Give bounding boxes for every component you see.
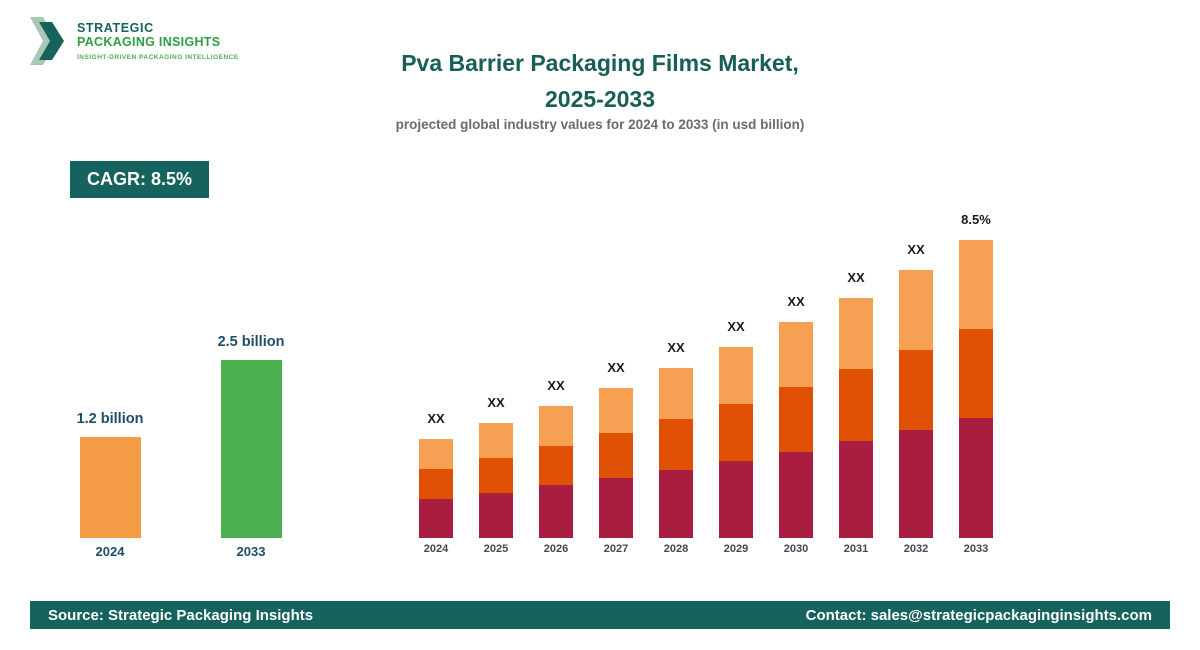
bar-year-label-2025: 2025 <box>483 543 509 555</box>
bar-column-2033: 8.5% 2033 <box>959 198 993 555</box>
segment-middle <box>599 433 633 478</box>
segment-top <box>479 423 513 458</box>
bar-year-label-2027: 2027 <box>603 543 629 555</box>
bar-stack-2029 <box>719 347 753 538</box>
segment-middle <box>479 458 513 493</box>
bar-value-label-2026: XX <box>547 378 565 393</box>
bar-column-2029: XX 2029 <box>719 198 753 555</box>
segment-middle <box>539 446 573 485</box>
segment-bottom <box>599 478 633 538</box>
page-title-line1: Pva Barrier Packaging Films Market, <box>401 50 799 76</box>
segment-bottom <box>779 452 813 538</box>
bar-year-label-2029: 2029 <box>723 543 749 555</box>
bar-column-2024: XX 2024 <box>419 198 453 555</box>
page-title: Pva Barrier Packaging Films Market, 2025… <box>200 46 1000 117</box>
bar-value-label-2033: 8.5% <box>961 212 991 227</box>
segment-top <box>659 368 693 419</box>
summary-bar-fill-2024 <box>79 437 141 538</box>
segment-top <box>959 240 993 329</box>
bar-year-label-2024: 2024 <box>423 543 449 555</box>
segment-middle <box>419 469 453 499</box>
bar-stack-2025 <box>479 423 513 538</box>
bar-column-2026: XX 2026 <box>539 198 573 555</box>
bar-value-label-2027: XX <box>607 360 625 375</box>
page-title-line2: 2025-2033 <box>545 85 655 112</box>
bar-stack-2026 <box>539 406 573 538</box>
bar-year-label-2028: 2028 <box>663 543 689 555</box>
segment-middle <box>899 350 933 430</box>
bar-value-label-2024: XX <box>427 411 445 426</box>
segment-bottom <box>659 470 693 538</box>
bar-stack-2024 <box>419 439 453 538</box>
bar-value-label-2029: XX <box>727 319 745 334</box>
bar-column-2027: XX 2027 <box>599 198 633 555</box>
segment-bottom <box>959 418 993 538</box>
bar-stack-2031 <box>839 298 873 538</box>
summary-year-label: 2033 <box>236 544 266 559</box>
stacked-bar-chart: XX 2024 XX 2025 XX 2026 XX 2027 XX 2028 XX 2029 XX 20… <box>419 198 993 555</box>
bar-column-2028: XX 2028 <box>659 198 693 555</box>
logo-text: STRATEGIC PACKAGING INSIGHTS INSIGHT-DRI… <box>77 14 239 61</box>
bar-year-label-2026: 2026 <box>543 543 569 555</box>
segment-bottom <box>479 493 513 538</box>
segment-top <box>599 388 633 433</box>
bar-stack-2028 <box>659 368 693 538</box>
bar-column-2032: XX 2032 <box>899 198 933 555</box>
segment-bottom <box>419 499 453 538</box>
segment-middle <box>719 404 753 461</box>
bar-column-2031: XX 2031 <box>839 198 873 555</box>
logo-line1: STRATEGIC <box>77 21 154 35</box>
logo-tagline: INSIGHT-DRIVEN PACKAGING INTELLIGENCE <box>77 54 239 61</box>
bar-stack-2032 <box>899 270 933 538</box>
cagr-badge: CAGR: 8.5% <box>70 161 210 198</box>
segment-top <box>779 322 813 387</box>
bar-value-label-2032: XX <box>907 242 925 257</box>
segment-top <box>899 270 933 350</box>
summary-bar-fill-2033 <box>220 360 282 538</box>
footer-bar: Source: Strategic Packaging Insights Con… <box>30 601 1170 629</box>
segment-top <box>539 406 573 446</box>
bar-value-label-2030: XX <box>787 294 805 309</box>
bar-value-label-2025: XX <box>487 395 505 410</box>
bar-value-label-2031: XX <box>847 270 865 285</box>
segment-bottom <box>539 485 573 538</box>
bar-column-2025: XX 2025 <box>479 198 513 555</box>
brand-logo: STRATEGIC PACKAGING INSIGHTS INSIGHT-DRI… <box>30 14 239 68</box>
footer-contact: Contact: sales@strategicpackaginginsight… <box>805 606 1152 624</box>
bar-value-label-2028: XX <box>667 340 685 355</box>
bar-year-label-2031: 2031 <box>843 543 869 555</box>
segment-top <box>419 439 453 469</box>
summary-column-2033: 2.5 billion 2033 <box>195 325 307 559</box>
bar-stack-2033 <box>959 240 993 538</box>
logo-chevron-icon <box>30 17 64 65</box>
summary-column-2024: 1.2 billion 2024 <box>54 325 166 559</box>
summary-value-label: 2.5 billion <box>217 334 285 350</box>
segment-bottom <box>719 461 753 538</box>
summary-chart: 1.2 billion 2024 2.5 billion 2033 <box>54 325 307 559</box>
summary-value-label: 1.2 billion <box>76 411 144 427</box>
segment-bottom <box>839 441 873 538</box>
bar-stack-2030 <box>779 322 813 538</box>
segment-bottom <box>899 430 933 538</box>
bar-year-label-2030: 2030 <box>783 543 809 555</box>
segment-middle <box>659 419 693 470</box>
segment-middle <box>959 329 993 418</box>
segment-middle <box>779 387 813 452</box>
footer-source: Source: Strategic Packaging Insights <box>48 606 314 624</box>
bar-stack-2027 <box>599 388 633 538</box>
logo-line2: PACKAGING INSIGHTS <box>77 35 221 49</box>
segment-middle <box>839 369 873 441</box>
bar-year-label-2032: 2032 <box>903 543 929 555</box>
page-subtitle: projected global industry values for 202… <box>395 117 805 132</box>
segment-top <box>719 347 753 404</box>
summary-year-label: 2024 <box>95 544 125 559</box>
segment-top <box>839 298 873 369</box>
bar-year-label-2033: 2033 <box>963 543 989 555</box>
bar-column-2030: XX 2030 <box>779 198 813 555</box>
